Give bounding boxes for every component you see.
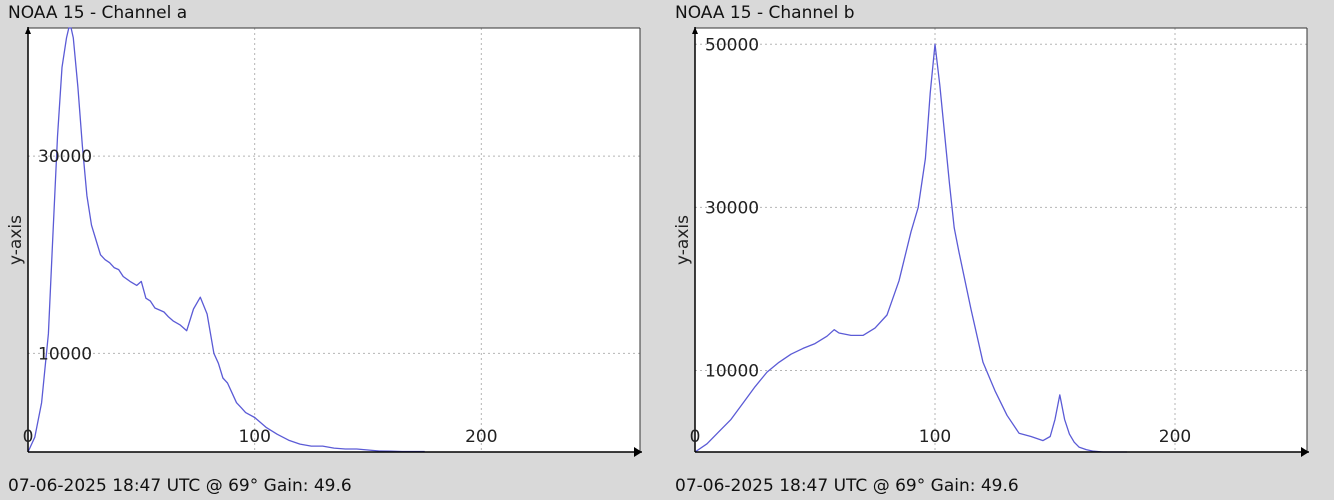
chart-title: NOAA 15 - Channel a [8, 3, 188, 23]
x-tick-label: 100 [919, 427, 951, 447]
x-axis-arrow [1301, 447, 1309, 457]
series-line [694, 43, 1127, 453]
y-tick-label: 10000 [705, 361, 759, 381]
y-tick-label: 30000 [38, 147, 92, 167]
x-tick-label: 100 [238, 427, 270, 447]
y-tick-label: 10000 [38, 344, 92, 364]
x-axis-arrow [634, 447, 642, 457]
y-tick-label: 30000 [705, 198, 759, 218]
x-tick-label: 0 [690, 427, 701, 447]
chart-footer-status: 07-06-2025 18:47 UTC @ 69° Gain: 49.6 [675, 476, 1019, 496]
chart-title: NOAA 15 - Channel b [675, 3, 855, 23]
chart-footer-status: 07-06-2025 18:47 UTC @ 69° Gain: 49.6 [8, 476, 352, 496]
plot-area [28, 28, 640, 452]
chart-panel-a: NOAA 15 - Channel a 0 100 200 10000 30000 y-a… [6, 3, 642, 496]
x-tick-label: 200 [465, 427, 497, 447]
line-chart: 0 100 200 10000 30000 50000 y-axis [673, 27, 1309, 457]
y-axis-arrow [25, 27, 31, 34]
chart-panel-b: NOAA 15 - Channel b 0 100 200 10000 30000 500… [667, 0, 1334, 500]
x-tick-label: 0 [23, 427, 34, 447]
x-tick-label: 200 [1159, 427, 1191, 447]
plot-area [695, 28, 1307, 452]
line-chart: 0 100 200 10000 30000 y-axis [6, 27, 642, 457]
y-axis-label: y-axis [6, 215, 26, 265]
series-line [27, 27, 425, 453]
y-axis-arrow [692, 27, 698, 34]
y-tick-label: 50000 [705, 35, 759, 55]
y-axis-label: y-axis [673, 215, 693, 265]
